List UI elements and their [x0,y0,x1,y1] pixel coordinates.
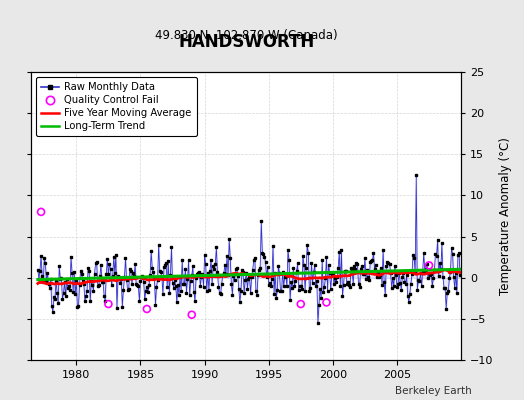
Point [37,209,45,215]
Point [143,306,151,312]
Text: Berkeley Earth: Berkeley Earth [395,386,472,396]
Y-axis label: Temperature Anomaly (°C): Temperature Anomaly (°C) [499,137,512,295]
Point [425,262,433,268]
Point [188,312,196,318]
Title: HANDSWORTH: HANDSWORTH [178,33,314,51]
Point [297,301,305,307]
Legend: Raw Monthly Data, Quality Control Fail, Five Year Moving Average, Long-Term Tren: Raw Monthly Data, Quality Control Fail, … [37,77,197,136]
Text: 49.830 N, 102.870 W (Canada): 49.830 N, 102.870 W (Canada) [155,29,337,42]
Point [104,301,113,307]
Point [322,299,331,306]
